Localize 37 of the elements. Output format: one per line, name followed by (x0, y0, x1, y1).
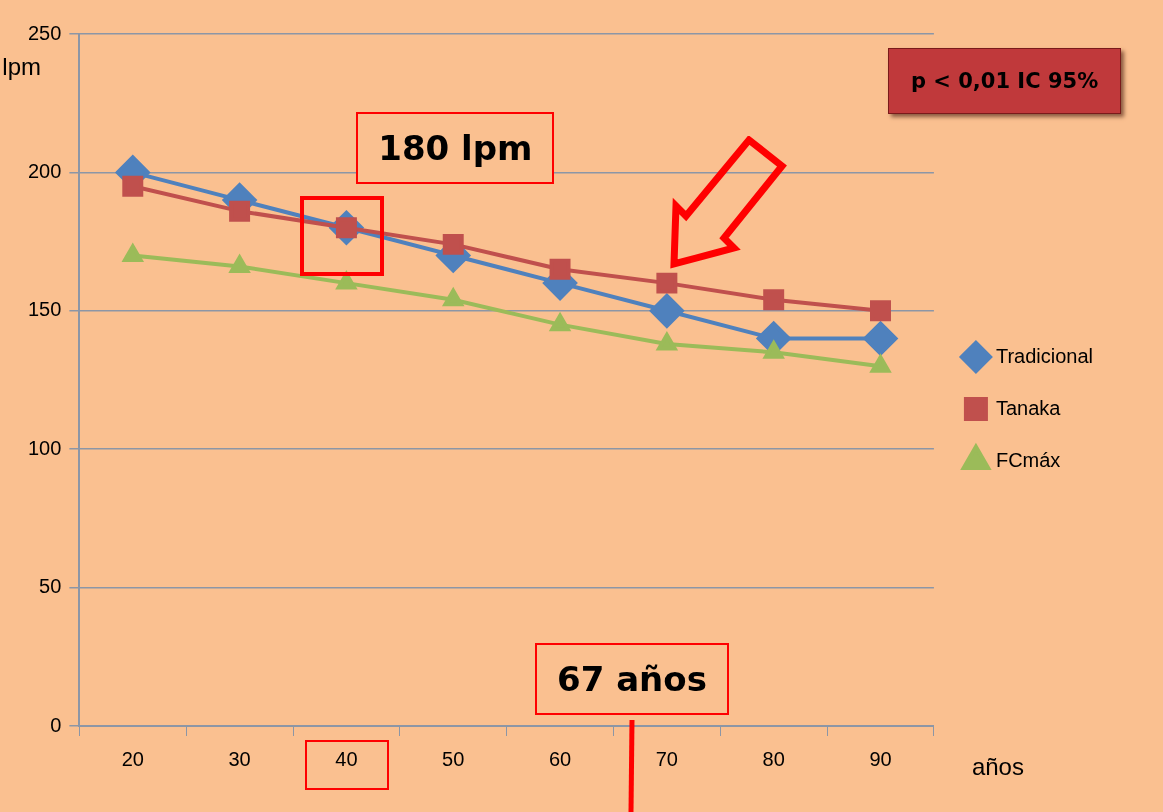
x-tick-label: 60 (548, 747, 572, 770)
x-tick-label: 50 (442, 747, 465, 770)
point (763, 341, 784, 359)
annotation: 67 años (535, 643, 729, 715)
point (442, 233, 464, 255)
x-axis-title: años (971, 752, 1024, 780)
y-tick-label: 250 (27, 21, 62, 44)
point (763, 289, 785, 311)
x-tick-label: 40 (335, 747, 358, 770)
point (443, 288, 464, 307)
point (656, 272, 678, 294)
annotation: p < 0,01 IC 95% (888, 48, 1122, 114)
point (229, 200, 251, 222)
x-tick-label: 80 (762, 747, 785, 770)
x-tick-label: 30 (228, 747, 251, 770)
y-tick-label: 150 (27, 298, 62, 321)
point (336, 272, 357, 290)
y-tick-label: 200 (27, 159, 62, 182)
y-axis-title: lpm (2, 52, 42, 80)
y-tick-label: 100 (27, 436, 62, 459)
x-tick-label: 70 (655, 747, 678, 770)
point (870, 300, 891, 322)
point (863, 321, 898, 356)
y-tick-label: 50 (39, 575, 62, 598)
y-tick-label: 0 (50, 713, 62, 736)
x-tick-label: 90 (869, 747, 892, 770)
point (549, 258, 571, 280)
legend-label: Tanaka (995, 396, 1062, 419)
legend-label: FCmáx (995, 448, 1061, 471)
point (649, 293, 684, 328)
point (870, 355, 891, 373)
x-tick-label: 20 (121, 747, 144, 770)
legend-label: Tradicional (995, 344, 1094, 367)
point (657, 333, 677, 351)
annotation: 180 lpm (356, 112, 555, 184)
point (550, 313, 570, 332)
point (122, 175, 144, 197)
